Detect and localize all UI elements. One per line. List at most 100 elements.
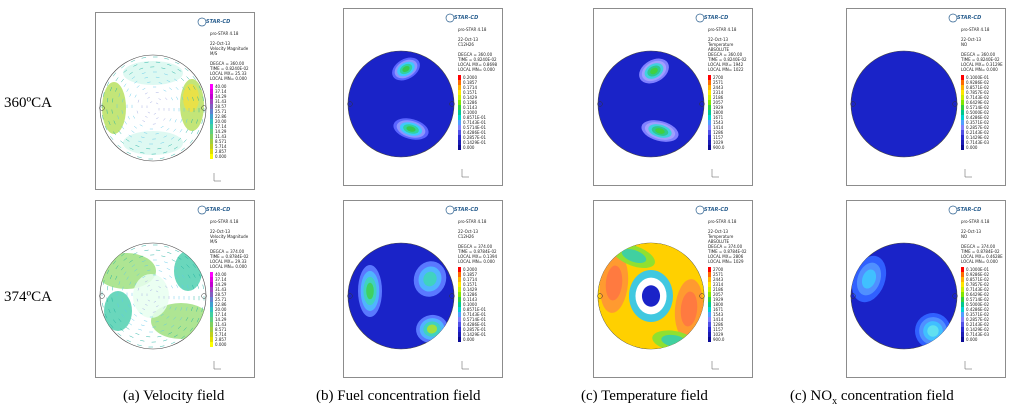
legend-swatch [210, 302, 213, 307]
velocity-vector [160, 142, 165, 144]
velocity-vector [175, 274, 179, 278]
temperature-zone [680, 291, 698, 327]
legend-value: 2314 [713, 90, 724, 95]
legend-swatch [708, 125, 711, 130]
legend-swatch [458, 277, 461, 282]
velocity-vector [112, 72, 117, 77]
legend-value: 1286 [713, 322, 724, 327]
star-cd-logo: STAR-CD [957, 15, 982, 21]
velocity-vector [196, 318, 200, 323]
legend-value: 1414 [713, 125, 724, 130]
velocity-vector [174, 119, 177, 123]
legend-swatch [708, 90, 711, 95]
legend-swatch [708, 317, 711, 322]
velocity-vector [174, 78, 178, 82]
legend-swatch [458, 312, 461, 317]
velocity-zone [123, 61, 183, 85]
legend-swatch [210, 99, 213, 104]
legend-value: 0.1000E-01 [966, 75, 990, 80]
velocity-vector [149, 289, 153, 291]
temperature-zone [605, 265, 623, 301]
velocity-vector [123, 83, 127, 87]
velocity-vector [155, 321, 159, 323]
velocity-vector [184, 255, 189, 260]
velocity-vector [186, 76, 190, 80]
velocity-vector [113, 308, 116, 313]
velocity-vector [163, 89, 167, 92]
legend-value: 0.1857 [463, 80, 477, 85]
legend-swatch [210, 134, 213, 139]
velocity-vector [129, 147, 134, 150]
legend-value: 1929 [713, 297, 724, 302]
plot-info-text: pro-STAR 4.18 22-Oct-13 NO DEGCA = 374.0… [961, 219, 1003, 264]
velocity-vector [136, 298, 139, 302]
velocity-vector [136, 110, 139, 114]
legend-value: 0.1286 [463, 292, 477, 297]
legend-value: 0.7143E-03 [966, 332, 990, 337]
legend-swatch [708, 120, 711, 125]
legend-value: 0.1714 [463, 85, 477, 90]
velocity-vector [198, 85, 202, 91]
logo-emblem-icon [197, 17, 207, 27]
legend-value: 20.00 [215, 307, 227, 312]
legend-swatch [708, 85, 711, 90]
legend-swatch [961, 267, 964, 272]
legend-value: 0.000 [215, 342, 227, 347]
velocity-vector [129, 335, 134, 338]
velocity-vector [121, 65, 125, 69]
velocity-vector [126, 339, 131, 343]
legend-value: 1800 [713, 302, 724, 307]
legend-swatch [458, 80, 461, 85]
legend-swatch [210, 149, 213, 154]
legend-swatch [708, 292, 711, 297]
velocity-vector [142, 276, 146, 279]
legend-value: 37.14 [215, 89, 227, 94]
legend-swatch [708, 110, 711, 115]
velocity-vector [106, 269, 110, 274]
legend-value: 0.5714E-01 [463, 125, 487, 130]
velocity-vector [127, 116, 130, 120]
legend-swatch [210, 277, 213, 282]
legend-swatch [961, 75, 964, 80]
panel-temperature-374: STAR-CD pro-STAR 4.18 22-Oct-13 Temperatu… [593, 200, 753, 378]
legend-value: 17.14 [215, 124, 227, 129]
field-plot [347, 205, 469, 370]
velocity-vector [202, 96, 204, 102]
velocity-vector [198, 273, 202, 279]
legend-swatch [210, 342, 213, 347]
legend-swatch [961, 135, 964, 140]
legend-swatch [961, 85, 964, 90]
legend-value: 0.1429E-02 [966, 135, 990, 140]
row-label-374: 374ºCA [4, 289, 52, 305]
legend-swatch [458, 85, 461, 90]
legend-value: 2186 [713, 95, 724, 100]
velocity-vector [117, 303, 119, 308]
legend-swatch [210, 114, 213, 119]
velocity-vector [121, 78, 124, 83]
legend-swatch [458, 272, 461, 277]
legend-swatch [458, 130, 461, 135]
velocity-vector [129, 93, 132, 97]
velocity-vector [179, 129, 183, 133]
legend-value: 0.5714E-02 [966, 105, 990, 110]
legend-swatch [210, 327, 213, 332]
velocity-vector [192, 76, 196, 80]
fuel-plume [423, 271, 437, 287]
velocity-vector [133, 303, 136, 307]
legend-swatch [458, 90, 461, 95]
legend-value: 0.1000 [463, 110, 477, 115]
velocity-vector [147, 284, 150, 287]
velocity-vector [113, 131, 116, 136]
velocity-vector [128, 322, 132, 326]
velocity-vector [189, 327, 194, 332]
velocity-vector [133, 64, 138, 67]
velocity-vector [171, 259, 176, 262]
legend-value: 0.2857E-02 [966, 317, 990, 322]
velocity-vector [183, 139, 187, 143]
legend-value: 5.714 [215, 332, 227, 337]
legend-swatch [708, 267, 711, 272]
legend-value: 14.29 [215, 317, 227, 322]
legend-swatch [210, 139, 213, 144]
legend-value: 0.000 [966, 145, 978, 150]
velocity-vector [112, 286, 114, 291]
